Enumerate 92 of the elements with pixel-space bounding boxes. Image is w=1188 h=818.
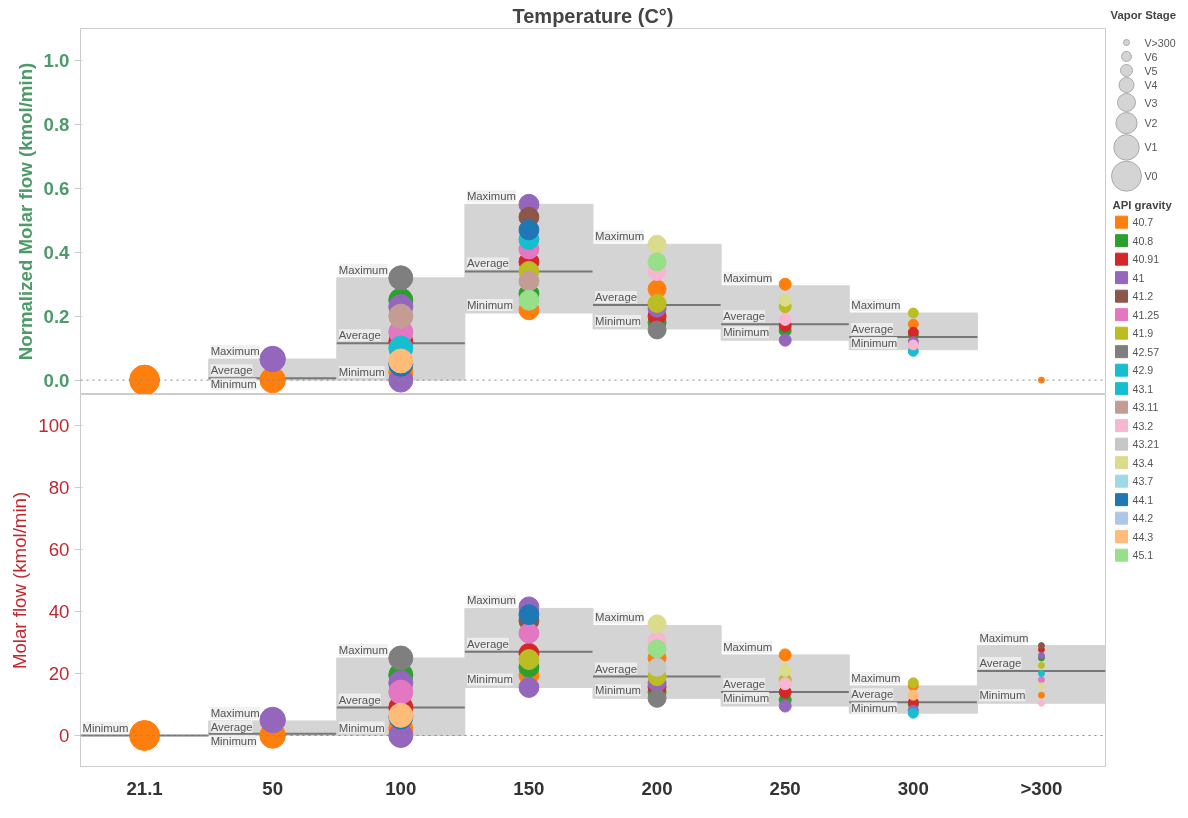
y-axis-title: Normalized Molar flow (kmol/min)	[14, 62, 36, 361]
y-tick-label: 80	[48, 477, 70, 498]
y-axis-title: Molar flow (kmol/min)	[9, 491, 31, 670]
x-tick-label: 50	[262, 777, 284, 799]
annotation: Average	[338, 329, 381, 342]
annotation: Average	[851, 688, 894, 701]
y-tick-label: 0.4	[43, 241, 71, 263]
annotation: Average	[595, 291, 637, 303]
annotation: Minimum	[979, 689, 1026, 702]
annotation: Minimum	[210, 734, 257, 747]
x-tick-label: >300	[1020, 777, 1063, 799]
annotation: Minimum	[851, 336, 898, 349]
annotation: Minimum	[466, 673, 513, 686]
annotation: Average	[466, 637, 509, 650]
legend-label: 40.91	[1132, 253, 1160, 266]
legend-label: 45.1	[1132, 549, 1154, 562]
annotation: Minimum	[595, 314, 641, 327]
x-tick-label: 300	[897, 777, 929, 799]
annotation: Average	[210, 364, 253, 377]
annotation: Average	[723, 310, 766, 323]
legend-label: 41.9	[1132, 327, 1154, 340]
annotation: Minimum	[466, 298, 513, 311]
legend-label: 43.11	[1132, 401, 1159, 414]
y-tick-label: 0.0	[43, 369, 70, 391]
legend-label: V6	[1144, 50, 1158, 63]
annotation: Average	[595, 662, 637, 675]
annotation: Maximum	[466, 594, 516, 607]
x-tick-label: 150	[513, 777, 545, 799]
annotation: Maximum	[595, 230, 645, 243]
y-tick-label: 1.0	[43, 49, 70, 71]
annotation: Average	[723, 678, 766, 691]
annotation: Maximum	[851, 298, 901, 311]
annotation: Minimum	[723, 326, 770, 339]
legend-label: 43.7	[1132, 475, 1154, 488]
annotation: Maximum	[723, 271, 773, 284]
y-tick-label: 100	[38, 415, 70, 436]
y-tick-label: 0.8	[43, 113, 70, 135]
legend-label: 44.3	[1132, 530, 1154, 543]
legend-label: 43.21	[1132, 438, 1160, 451]
annotation: Average	[851, 322, 894, 335]
legend-label: 44.1	[1132, 493, 1154, 506]
legend-label: 44.2	[1132, 512, 1154, 525]
annotation: Maximum	[851, 671, 901, 684]
text: Vapor Stage	[1110, 8, 1176, 21]
legend-label: 41	[1132, 271, 1145, 284]
y-tick-label: 0.2	[43, 305, 70, 327]
legend-label: 40.7	[1132, 216, 1154, 229]
annotation: Minimum	[723, 692, 770, 705]
legend-label: 43.1	[1132, 382, 1154, 395]
annotation: Maximum	[979, 631, 1029, 644]
annotation: Minimum	[851, 702, 898, 715]
legend-label: V5	[1144, 64, 1158, 77]
annotation: Maximum	[338, 263, 388, 276]
annotation: Minimum	[338, 721, 385, 734]
legend-label: 40.8	[1132, 234, 1154, 247]
y-tick-label: 0.6	[43, 177, 70, 199]
x-tick-label: 250	[769, 777, 801, 799]
y-tick-label: 40	[48, 601, 70, 622]
legend-label: V>300	[1144, 36, 1176, 49]
y-tick-label: 20	[48, 663, 70, 684]
annotation: Maximum	[338, 644, 388, 656]
legend-label: V3	[1144, 96, 1158, 109]
legend-label: 42.57	[1132, 345, 1160, 358]
annotation: Average	[210, 720, 253, 733]
annotation: Average	[338, 693, 381, 706]
annotation: Maximum	[723, 640, 773, 653]
annotation: Maximum	[210, 706, 260, 719]
x-tick-label: 21.1	[126, 777, 163, 799]
annotation: Minimum	[595, 684, 641, 697]
y-tick-label: 60	[48, 539, 70, 560]
annotation: Minimum	[82, 721, 129, 734]
annotation: Average	[466, 257, 509, 270]
legend-label: V1	[1144, 141, 1158, 154]
annotation: Maximum	[595, 611, 645, 624]
legend-label: V4	[1144, 79, 1158, 91]
chart-title: Temperature (C°)	[512, 4, 674, 27]
legend-label: V2	[1144, 117, 1158, 130]
annotation: Minimum	[210, 378, 257, 391]
legend-label: 41.25	[1132, 308, 1160, 321]
annotation: Maximum	[466, 190, 516, 203]
legend-label: 42.9	[1132, 364, 1154, 377]
annotation: Minimum	[338, 366, 385, 379]
legend-label: 43.4	[1132, 456, 1154, 469]
x-tick-label: 100	[385, 777, 417, 799]
x-tick-label: 200	[641, 777, 673, 799]
legend-label: V0	[1144, 170, 1158, 183]
legend-title: API gravity	[1112, 199, 1173, 212]
annotation: Average	[979, 657, 1022, 670]
legend-label: 43.2	[1132, 419, 1154, 432]
y-tick-label: 0	[59, 725, 70, 746]
annotation: Maximum	[210, 345, 260, 358]
legend-label: 41.2	[1132, 290, 1154, 303]
